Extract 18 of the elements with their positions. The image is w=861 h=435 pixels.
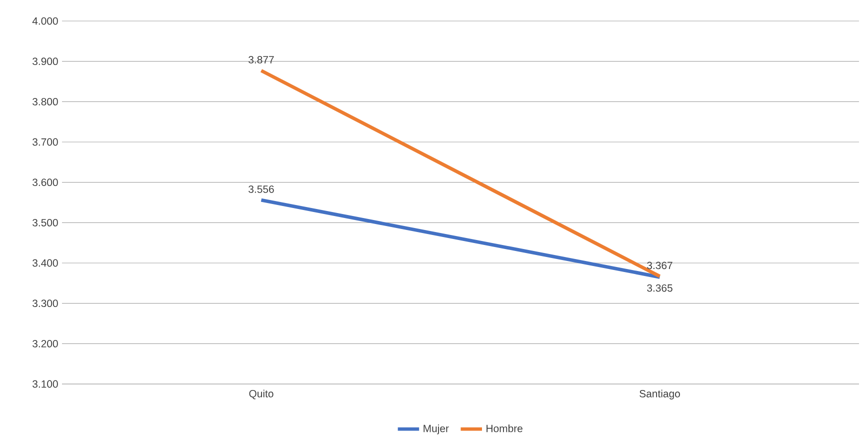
legend-label: Mujer — [424, 424, 449, 434]
y-tick-label: 3.100 — [32, 380, 58, 388]
x-tick-label: Quito — [249, 390, 274, 400]
y-tick-label: 4.000 — [32, 17, 58, 25]
y-tick-label: 3.800 — [32, 98, 58, 106]
data-label: 3.367 — [647, 262, 672, 270]
legend-label: Hombre — [486, 424, 522, 432]
y-tick-label: 3.500 — [32, 218, 58, 226]
data-label: 3.365 — [647, 284, 672, 292]
y-tick-label: 3.900 — [32, 58, 58, 66]
y-tick-label: 3.400 — [32, 259, 58, 267]
y-tick-label: 3.700 — [32, 138, 58, 146]
data-label: 3.556 — [248, 185, 274, 193]
x-tick-label: Santiago — [640, 390, 680, 400]
data-label: 3.877 — [248, 56, 274, 64]
y-tick-label: 3.600 — [32, 178, 58, 186]
y-tick-label: 3.200 — [32, 340, 58, 348]
y-tick-label: 3.300 — [32, 300, 58, 308]
